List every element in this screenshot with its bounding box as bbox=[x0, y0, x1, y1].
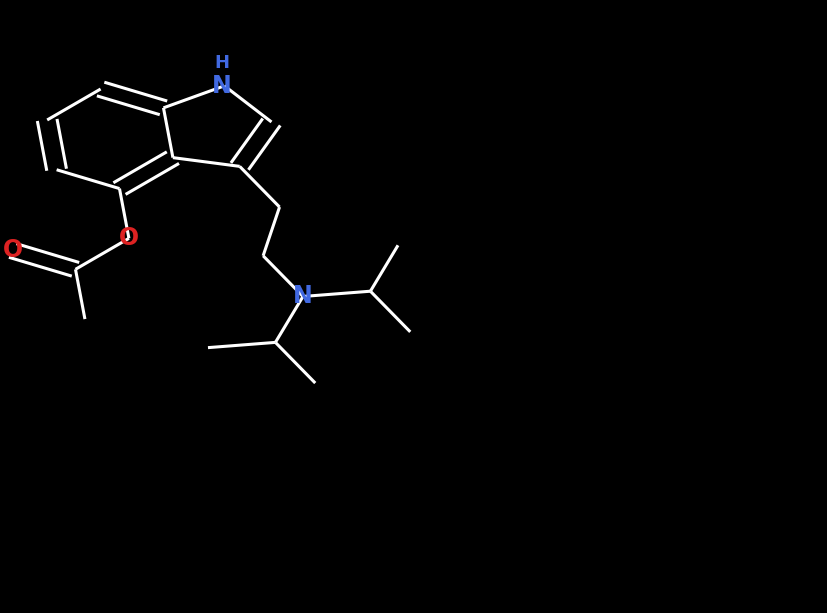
Text: O: O bbox=[2, 238, 22, 262]
Text: O: O bbox=[119, 226, 139, 250]
Text: H: H bbox=[214, 53, 229, 72]
Text: N: N bbox=[293, 284, 313, 308]
Text: N: N bbox=[212, 74, 232, 98]
